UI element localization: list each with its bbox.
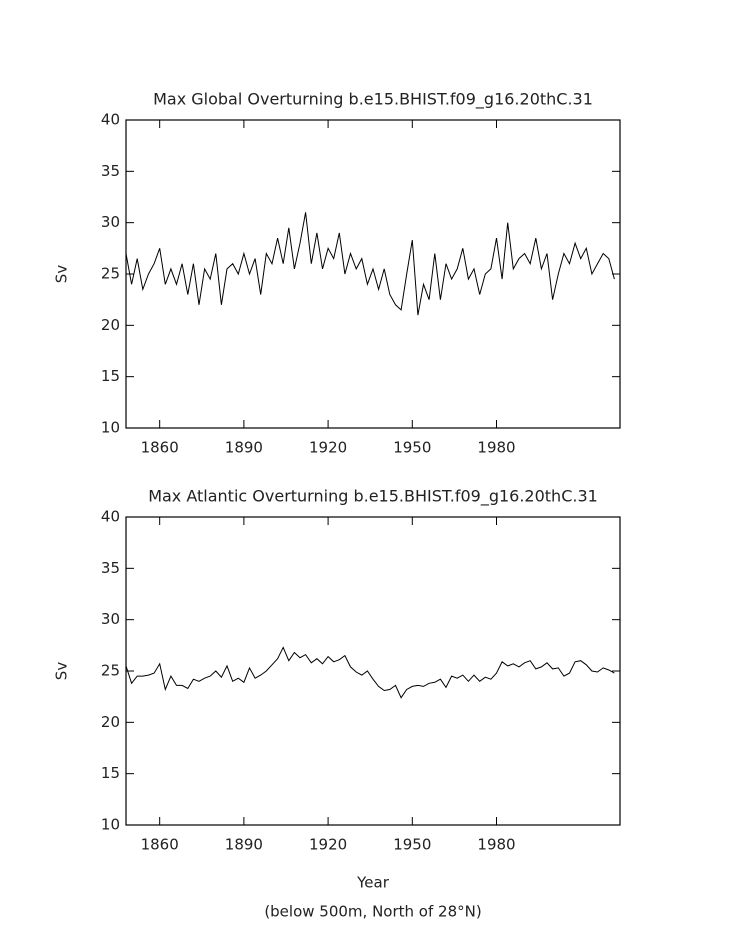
y-tick-label: 25 (101, 662, 120, 680)
plot-frame (125, 516, 621, 826)
y-tick-label: 30 (101, 213, 120, 231)
y-axis-label: Sv (53, 662, 71, 681)
y-tick-label: 30 (101, 610, 120, 628)
y-tick-label: 15 (101, 367, 120, 385)
x-tick-label: 1920 (309, 836, 347, 854)
data-line (125, 212, 615, 316)
y-tick-label: 10 (101, 419, 120, 437)
y-tick-label: 20 (101, 713, 120, 731)
note: (below 500m, North of 28°N) (264, 903, 481, 921)
y-tick-label: 15 (101, 764, 120, 782)
x-tick-label: 1950 (393, 836, 431, 854)
y-tick-label: 40 (101, 508, 120, 526)
x-tick-label: 1950 (393, 439, 431, 457)
x-tick-label: 1860 (141, 439, 179, 457)
y-tick-label: 25 (101, 265, 120, 283)
x-axis-label: Year (356, 874, 390, 892)
x-tick-label: 1860 (141, 836, 179, 854)
x-tick-label: 1920 (309, 439, 347, 457)
y-tick-label: 20 (101, 316, 120, 334)
data-line (125, 646, 615, 699)
plot-frame (125, 119, 621, 429)
x-tick-label: 1980 (477, 836, 515, 854)
x-tick-label: 1980 (477, 439, 515, 457)
y-axis-label: Sv (53, 265, 71, 284)
y-tick-label: 10 (101, 816, 120, 834)
x-tick-label: 1890 (225, 439, 263, 457)
chart-title: Max Atlantic Overturning b.e15.BHIST.f09… (148, 487, 598, 507)
y-tick-label: 35 (101, 559, 120, 577)
chart-title: Max Global Overturning b.e15.BHIST.f09_g… (153, 90, 593, 110)
y-tick-label: 40 (101, 111, 120, 129)
y-tick-label: 35 (101, 162, 120, 180)
x-tick-label: 1890 (225, 836, 263, 854)
